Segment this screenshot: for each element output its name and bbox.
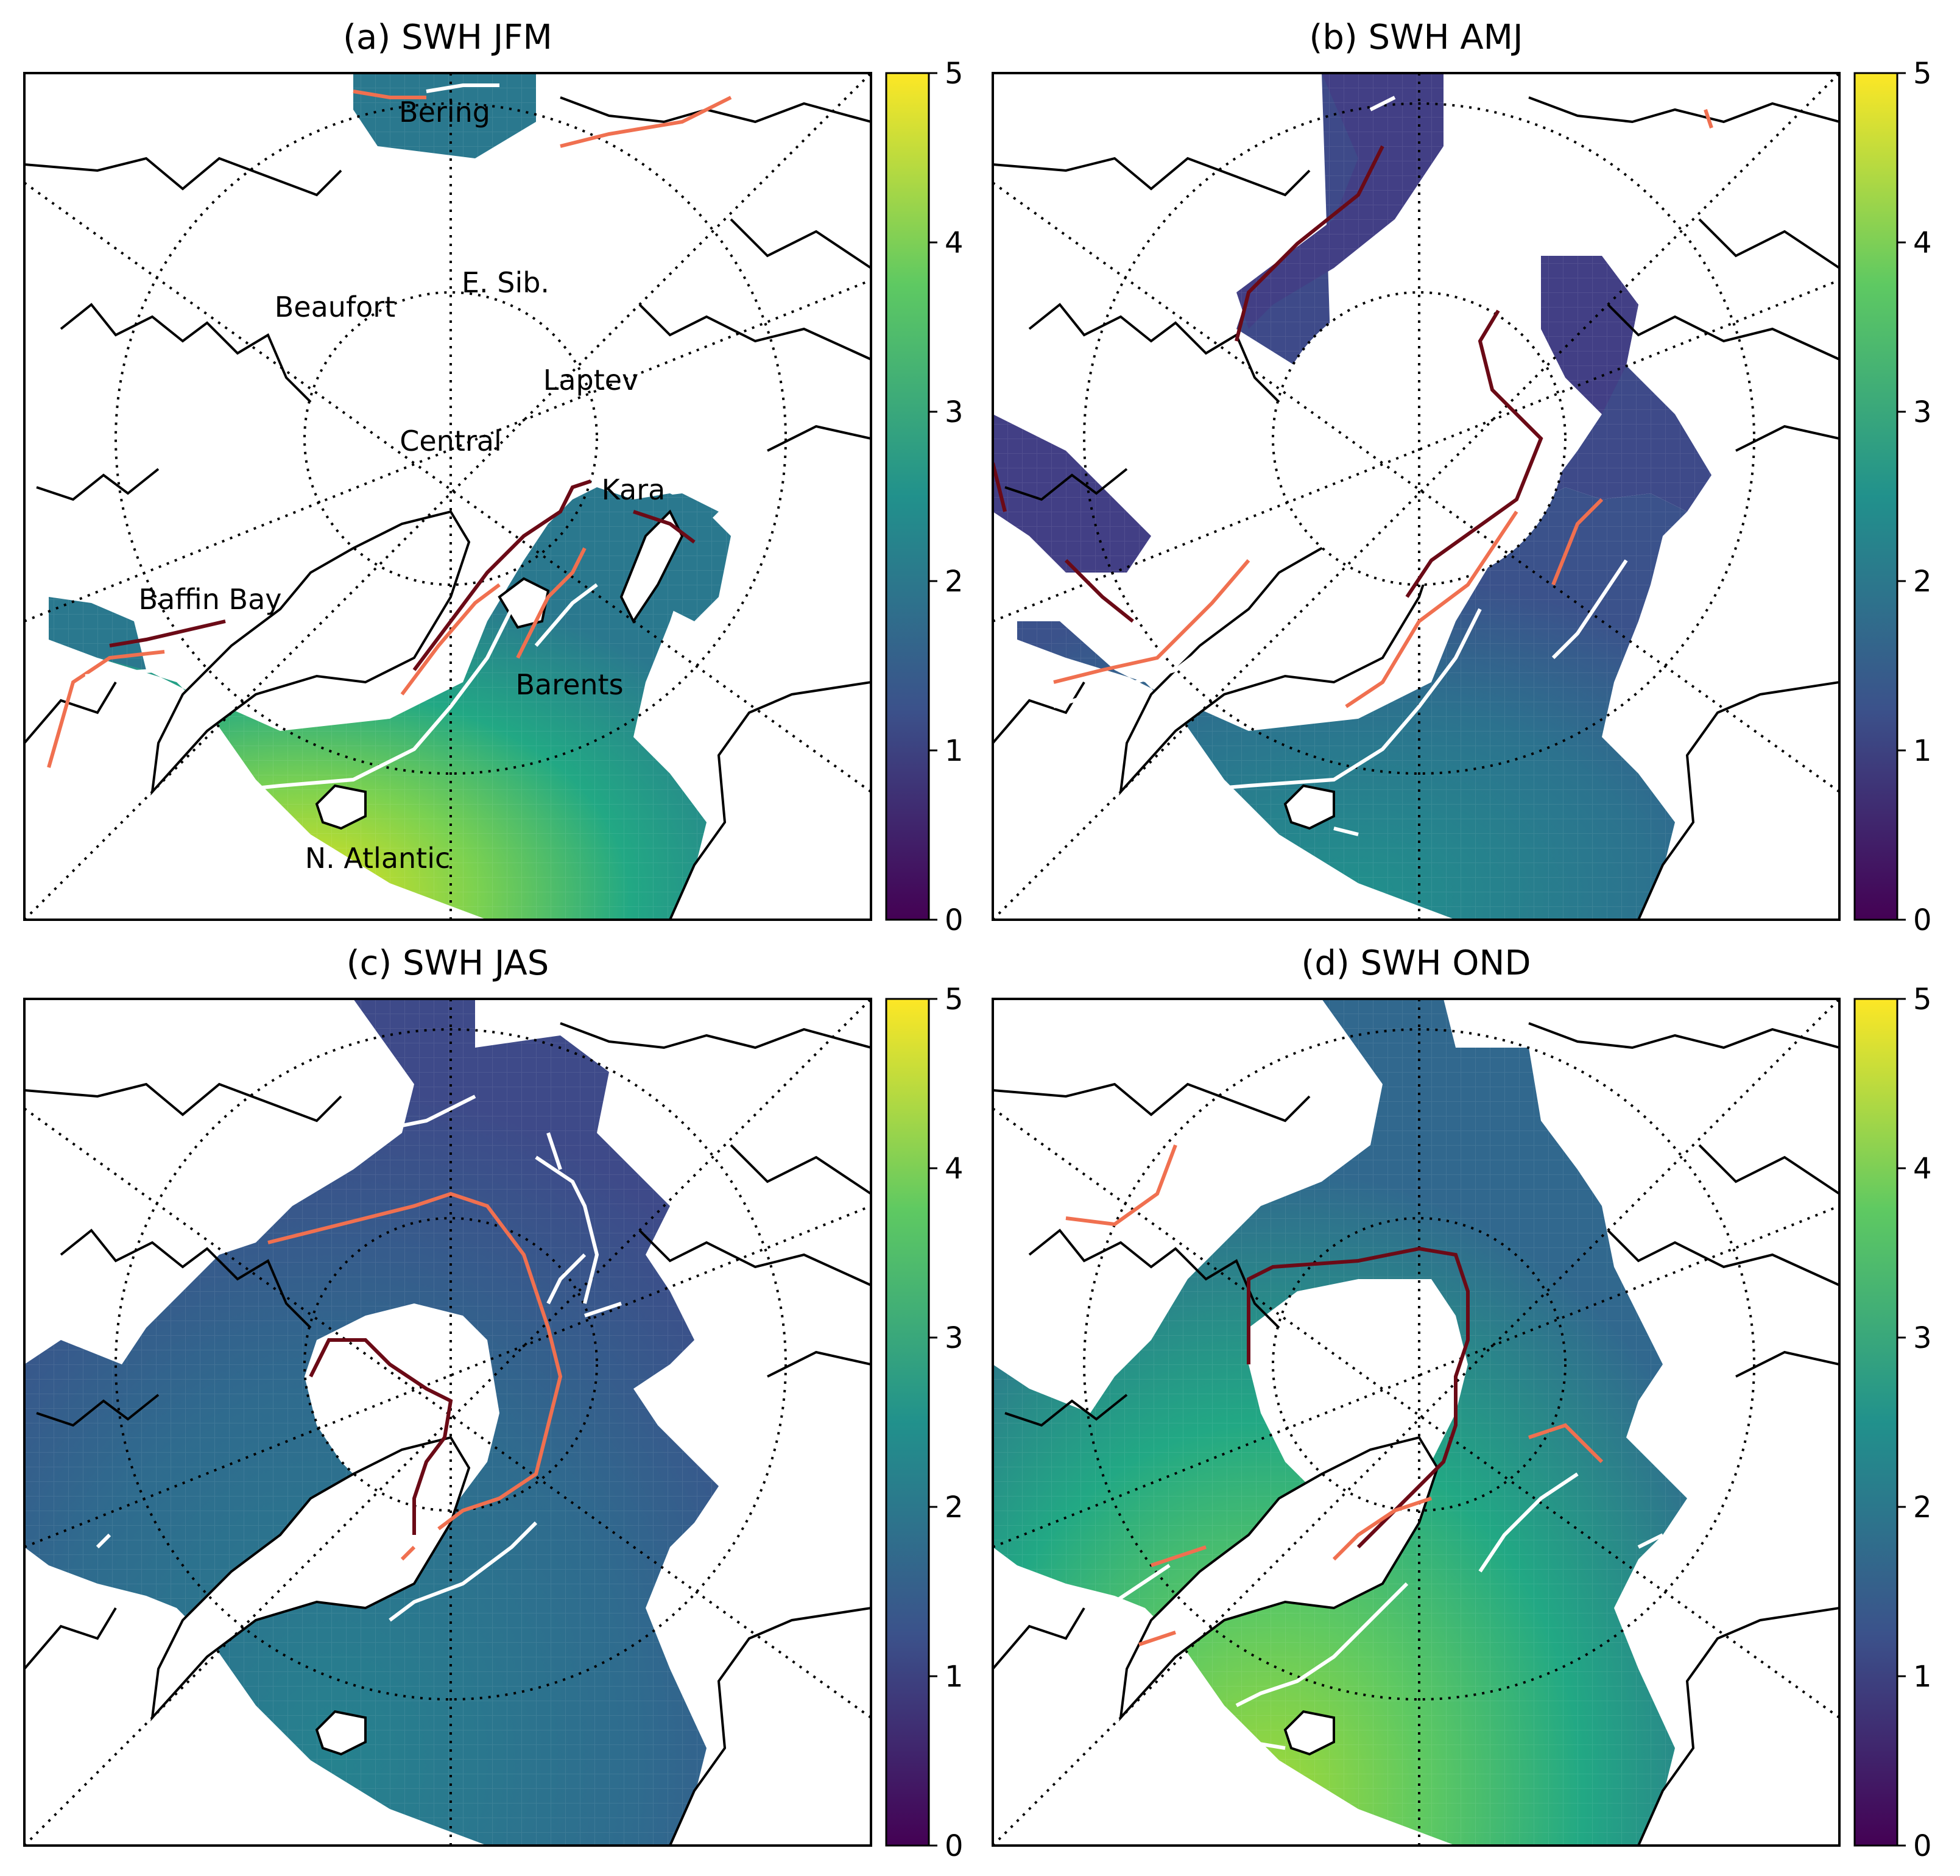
lat-circle-70 [115, 1028, 787, 1701]
region-label-beaufort: Beaufort [275, 291, 396, 323]
panel-title-a: (a) SWH JFM [343, 18, 552, 57]
coastline-eurasia [560, 1022, 871, 1378]
scandinavia-land [668, 1606, 871, 1846]
greenland-land [150, 1436, 471, 1722]
map-frame [992, 72, 1841, 921]
colorbar-tick-label: 1 [945, 734, 964, 768]
colorbar-tick-label: 3 [1913, 395, 1932, 429]
colorbar-tick-label: 3 [945, 1321, 964, 1355]
contour-orange [1053, 109, 1713, 708]
colorbar-tick-label: 2 [945, 565, 964, 599]
colorbar-tick-label: 1 [1913, 1660, 1932, 1694]
colorbar-tick-label: 3 [1913, 1321, 1932, 1355]
colorbar-tick-label: 3 [945, 395, 964, 429]
map-frame [992, 998, 1841, 1847]
meridian [993, 73, 1839, 920]
coastline-north-america [24, 1082, 342, 1670]
panel-title-b: (b) SWH AMJ [1309, 18, 1523, 57]
meridian [993, 1107, 1839, 1719]
scandinavia-land [1637, 1606, 1839, 1846]
meridian [24, 182, 871, 793]
contour-white [1065, 1472, 1664, 1750]
scandinavia-land [1637, 680, 1839, 920]
scandinavia-land [668, 680, 871, 920]
colorbar-c: 0 1 2 3 4 5 [885, 982, 964, 1863]
lat-circle-80 [1272, 1217, 1567, 1512]
meridian [24, 279, 871, 622]
colorbar-tick-label: 1 [945, 1660, 964, 1694]
panel-d: (d) SWH OND 0 1 2 3 4 5 [992, 943, 1932, 1863]
colorbar-tick-label: 5 [1913, 982, 1932, 1017]
meridian [24, 73, 871, 920]
lat-circle-70 [115, 102, 787, 775]
colorbar-tick-label: 4 [945, 1152, 964, 1186]
region-label-natlantic: N. Atlantic [305, 842, 451, 875]
coastline-north-america [24, 157, 342, 744]
coastline-north-america [993, 1082, 1311, 1670]
iceland-land [1283, 1710, 1335, 1756]
contour-dark [1247, 1246, 1470, 1549]
colorbar-tick-label: 5 [945, 982, 964, 1017]
region-label-central: Central [400, 425, 502, 457]
colorbar-tick-label: 0 [945, 903, 964, 937]
region-label-barents: Barents [515, 668, 623, 701]
meridian [993, 999, 1839, 1846]
map-frame [23, 72, 872, 921]
colorbar-tick-label: 2 [1913, 565, 1932, 599]
colorbar-tick-label: 1 [1913, 734, 1932, 768]
contour-orange [47, 90, 732, 768]
panel-b: (b) SWH AMJ 0 1 2 3 4 5 [992, 18, 1932, 937]
lat-circle-80 [1272, 291, 1567, 586]
panel-c: (c) SWH JAS 0 1 2 3 4 5 [23, 943, 964, 1863]
region-label-laptev: Laptev [543, 364, 639, 397]
colorbar-tick-label: 4 [1913, 226, 1932, 260]
iceland-land [315, 1710, 367, 1756]
colorbar-tick-label: 4 [1913, 1152, 1932, 1186]
contour-dark [109, 479, 696, 671]
colorbar-tick-label: 4 [945, 226, 964, 260]
lat-circle-70 [1083, 1028, 1755, 1701]
coastline-eurasia [1528, 1022, 1839, 1378]
panel-a: (a) SWH JFM [23, 18, 964, 937]
colorbar-tick-label: 2 [1913, 1490, 1932, 1525]
map-frame [23, 998, 872, 1847]
lat-circle-80 [303, 1217, 598, 1512]
contour-white [85, 83, 666, 794]
region-label-kara: Kara [602, 473, 666, 506]
colorbar-a: 0 1 2 3 4 5 [885, 57, 964, 937]
colorbar-tick-label: 5 [1913, 57, 1932, 91]
colorbar-tick-label: 0 [1913, 1829, 1932, 1863]
contour-white [96, 1095, 622, 1622]
panel-title-c: (c) SWH JAS [347, 943, 549, 983]
region-label-baffin: Baffin Bay [139, 583, 282, 616]
meridian [24, 1205, 871, 1548]
meridian [993, 279, 1839, 622]
contour-white [1053, 96, 1628, 836]
contour-dark [993, 145, 1543, 623]
colorbar-d: 0 1 2 3 4 5 [1853, 982, 1932, 1863]
colorbar-b: 0 1 2 3 4 5 [1853, 57, 1932, 937]
colorbar-tick-label: 2 [945, 1490, 964, 1525]
region-label-esib: E. Sib. [462, 266, 549, 299]
greenland-land [1119, 1436, 1439, 1722]
contour-orange [267, 1191, 563, 1561]
lat-circle-70 [1083, 102, 1755, 775]
lat-circle-80 [303, 291, 598, 586]
panel-title-d: (d) SWH OND [1302, 943, 1531, 983]
meridian [993, 1205, 1839, 1548]
iceland-land [1283, 784, 1335, 830]
colorbar-tick-label: 5 [945, 57, 964, 91]
contour-dark [309, 1338, 453, 1535]
coastline-north-america [993, 157, 1311, 744]
iceland-land [315, 784, 367, 830]
greenland-land [150, 510, 471, 796]
contour-orange [1065, 1144, 1604, 1646]
region-label-bering: Bering [399, 96, 490, 129]
meridian [993, 182, 1839, 793]
colorbar-tick-label: 0 [1913, 903, 1932, 937]
coastline-eurasia [1528, 96, 1839, 452]
colorbar-tick-label: 0 [945, 1829, 964, 1863]
